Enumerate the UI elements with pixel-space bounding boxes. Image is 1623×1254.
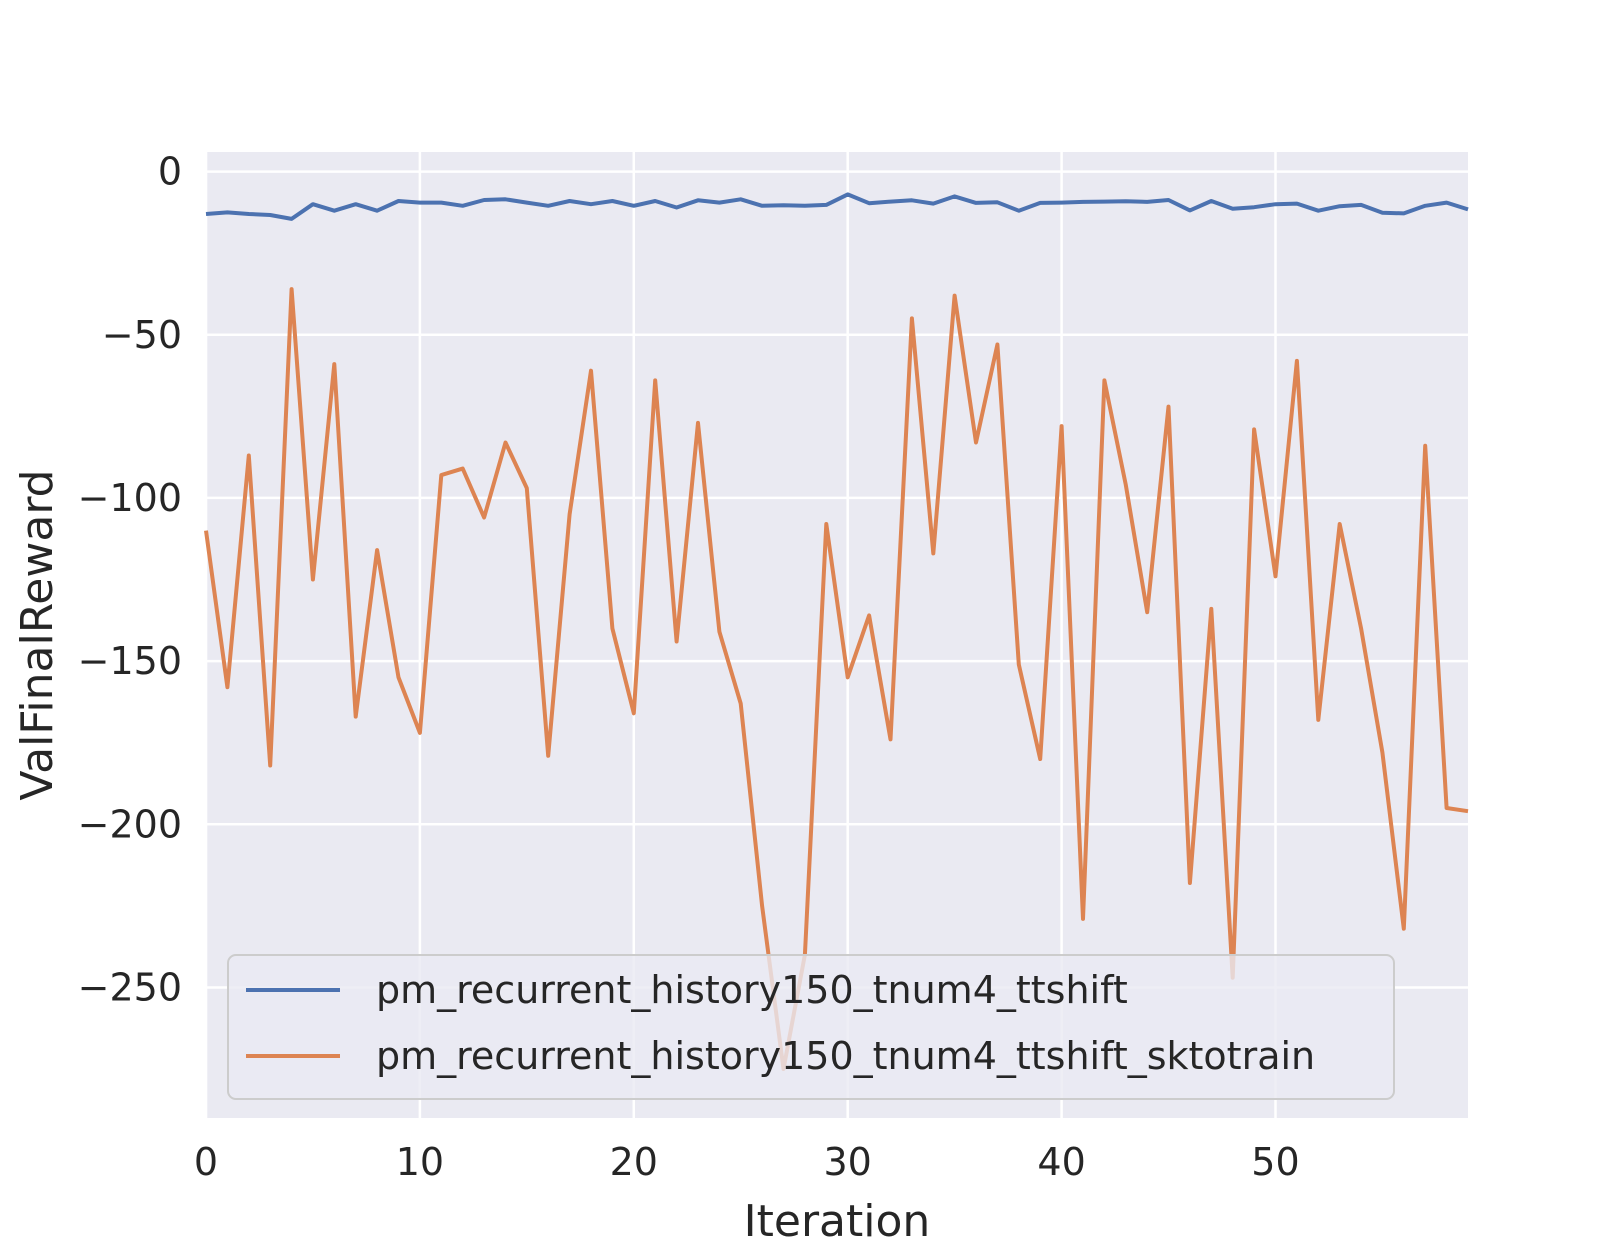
y-tick-label: −100 [78,476,182,520]
legend: pm_recurrent_history150_tnum4_ttshift pm… [227,954,1395,1100]
y-tick-label: −200 [78,802,182,846]
legend-label-1: pm_recurrent_history150_tnum4_ttshift [376,968,1128,1012]
legend-label-2: pm_recurrent_history150_tnum4_ttshift_sk… [376,1034,1315,1078]
x-tick-label: 0 [194,1140,218,1184]
y-tick-label: −250 [78,965,182,1009]
y-axis-label: ValFinalReward [12,469,63,800]
y-tick-label: −150 [78,639,182,683]
series-line-2 [204,287,1469,1071]
y-tick-labels: 0 −50 −100 −150 −200 −250 [78,150,182,1010]
x-tick-label: 20 [610,1140,658,1184]
x-tick-labels: 0 10 20 30 40 50 [194,1140,1300,1184]
y-tick-label: 0 [158,150,182,194]
legend-box [227,954,1395,1100]
y-tick-label: −50 [102,313,182,357]
x-tick-label: 50 [1251,1140,1299,1184]
grid-lines [204,152,1468,1118]
series-lines [204,192,1469,1071]
x-tick-label: 30 [824,1140,872,1184]
x-axis-label: Iteration [744,1196,931,1247]
x-tick-label: 40 [1037,1140,1085,1184]
x-tick-label: 10 [396,1140,444,1184]
series-line-1 [205,192,1469,221]
